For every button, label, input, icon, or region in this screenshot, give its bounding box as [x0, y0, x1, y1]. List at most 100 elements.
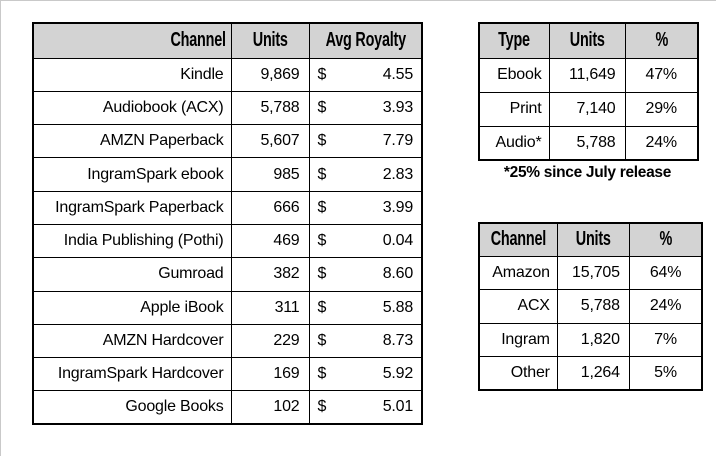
- cell-avg-royalty[interactable]: $5.88: [308, 290, 423, 325]
- header-units-label: Units: [252, 29, 288, 52]
- cell-channel[interactable]: Audiobook (ACX): [32, 90, 232, 126]
- cell-channel[interactable]: AMZN Paperback: [32, 124, 232, 159]
- cell-units[interactable]: 5,788: [556, 289, 630, 324]
- header-percent[interactable]: %: [624, 22, 699, 59]
- cell-units[interactable]: 382: [230, 257, 310, 292]
- cell-units[interactable]: 5,788: [230, 90, 310, 126]
- cell-channel[interactable]: ACX: [478, 289, 558, 324]
- cell-units[interactable]: 102: [230, 390, 310, 425]
- cell-type[interactable]: Ebook: [478, 57, 550, 93]
- cell-units[interactable]: 229: [230, 323, 310, 359]
- cell-units[interactable]: 1,820: [556, 322, 630, 357]
- cell-channel[interactable]: India Publishing (Pothi): [32, 223, 232, 259]
- cell-channel[interactable]: IngramSpark Paperback: [32, 190, 232, 225]
- header-channel-label: Channel: [490, 228, 547, 251]
- cell-avg-royalty[interactable]: $8.60: [308, 257, 423, 292]
- header-units[interactable]: Units: [556, 222, 630, 257]
- footnote: *25% since July release: [503, 164, 672, 181]
- currency-symbol: $: [317, 398, 327, 416]
- cell-percent[interactable]: 47%: [624, 57, 699, 93]
- currency-symbol: $: [317, 198, 327, 216]
- cell-units[interactable]: 985: [230, 157, 310, 192]
- table-row: Apple iBook 311 $5.88: [32, 290, 423, 325]
- royalty-amount: 5.88: [382, 298, 414, 316]
- cell-units[interactable]: 15,705: [556, 255, 630, 290]
- cell-channel[interactable]: IngramSpark Hardcover: [32, 357, 232, 392]
- header-percent[interactable]: %: [628, 222, 703, 257]
- cell-channel[interactable]: Ingram: [478, 322, 558, 357]
- cell-avg-royalty[interactable]: $0.04: [308, 223, 423, 259]
- cell-avg-royalty[interactable]: $3.93: [308, 90, 423, 126]
- royalty-amount: 2.83: [382, 165, 414, 183]
- cell-avg-royalty[interactable]: $7.79: [308, 124, 423, 159]
- cell-avg-royalty[interactable]: $8.73: [308, 323, 423, 359]
- cell-avg-royalty[interactable]: $5.92: [308, 357, 423, 392]
- table-row: IngramSpark ebook 985 $2.83: [32, 157, 423, 192]
- cell-percent[interactable]: 64%: [628, 255, 703, 290]
- header-avg-royalty[interactable]: Avg Royalty: [308, 22, 423, 59]
- table-row: IngramSpark Paperback 666 $3.99: [32, 190, 423, 225]
- cell-channel[interactable]: AMZN Hardcover: [32, 323, 232, 359]
- table-row: AMZN Hardcover 229 $8.73: [32, 323, 423, 359]
- currency-symbol: $: [317, 298, 327, 316]
- cell-units[interactable]: 9,869: [230, 57, 310, 92]
- cell-percent[interactable]: 7%: [628, 322, 703, 357]
- table-row: ACX 5,788 24%: [478, 289, 703, 324]
- cell-units[interactable]: 169: [230, 357, 310, 392]
- header-channel[interactable]: Channel: [478, 222, 558, 257]
- header-units[interactable]: Units: [548, 22, 626, 59]
- cell-units[interactable]: 5,607: [230, 124, 310, 159]
- cell-channel[interactable]: Apple iBook: [32, 290, 232, 325]
- currency-symbol: $: [317, 332, 327, 350]
- table-row: Other 1,264 5%: [478, 356, 703, 391]
- royalty-amount: 5.01: [382, 398, 414, 416]
- table-row: Audiobook (ACX) 5,788 $3.93: [32, 90, 423, 126]
- cell-units[interactable]: 5,788: [548, 125, 626, 161]
- header-type[interactable]: Type: [478, 22, 550, 59]
- cell-channel[interactable]: Google Books: [32, 390, 232, 425]
- cell-units[interactable]: 666: [230, 190, 310, 225]
- cell-units[interactable]: 7,140: [548, 91, 626, 127]
- cell-avg-royalty[interactable]: $5.01: [308, 390, 423, 425]
- header-units-label: Units: [575, 228, 611, 251]
- cell-channel[interactable]: Gumroad: [32, 257, 232, 292]
- royalty-amount: 3.99: [382, 198, 414, 216]
- cell-channel[interactable]: Kindle: [32, 57, 232, 92]
- cell-percent[interactable]: 24%: [624, 125, 699, 161]
- royalty-by-channel-table: Channel Units Avg Royalty Kindle 9,869 $…: [32, 22, 424, 426]
- table-header-row: Type Units %: [478, 22, 699, 59]
- royalty-amount: 3.93: [382, 98, 414, 116]
- cell-channel[interactable]: Other: [478, 356, 558, 391]
- cell-channel[interactable]: IngramSpark ebook: [32, 157, 232, 192]
- cell-percent[interactable]: 24%: [628, 289, 703, 324]
- table-header-row: Channel Units Avg Royalty: [32, 22, 423, 59]
- cell-units[interactable]: 469: [230, 223, 310, 259]
- cell-avg-royalty[interactable]: $2.83: [308, 157, 423, 192]
- table-row: Print 7,140 29%: [478, 91, 699, 127]
- currency-symbol: $: [317, 132, 327, 150]
- cell-percent[interactable]: 29%: [624, 91, 699, 127]
- cell-percent[interactable]: 5%: [628, 356, 703, 391]
- cell-type[interactable]: Print: [478, 91, 550, 127]
- header-units[interactable]: Units: [230, 22, 310, 59]
- cell-units[interactable]: 1,264: [556, 356, 630, 391]
- royalty-amount: 4.55: [382, 65, 414, 83]
- header-percent-label: %: [654, 29, 668, 52]
- cell-type[interactable]: Audio*: [478, 125, 550, 161]
- cell-units[interactable]: 11,649: [548, 57, 626, 93]
- table-row: Google Books 102 $5.01: [32, 390, 423, 425]
- currency-symbol: $: [317, 232, 327, 250]
- header-channel[interactable]: Channel: [32, 22, 232, 59]
- header-type-label: Type: [498, 29, 531, 52]
- cell-units[interactable]: 311: [230, 290, 310, 325]
- cell-avg-royalty[interactable]: $3.99: [308, 190, 423, 225]
- table-row: AMZN Paperback 5,607 $7.79: [32, 124, 423, 159]
- currency-symbol: $: [317, 98, 327, 116]
- table-row: India Publishing (Pothi) 469 $0.04: [32, 223, 423, 259]
- table-row: Amazon 15,705 64%: [478, 255, 703, 290]
- cell-avg-royalty[interactable]: $4.55: [308, 57, 423, 92]
- cell-channel[interactable]: Amazon: [478, 255, 558, 290]
- currency-symbol: $: [317, 165, 327, 183]
- currency-symbol: $: [317, 265, 327, 283]
